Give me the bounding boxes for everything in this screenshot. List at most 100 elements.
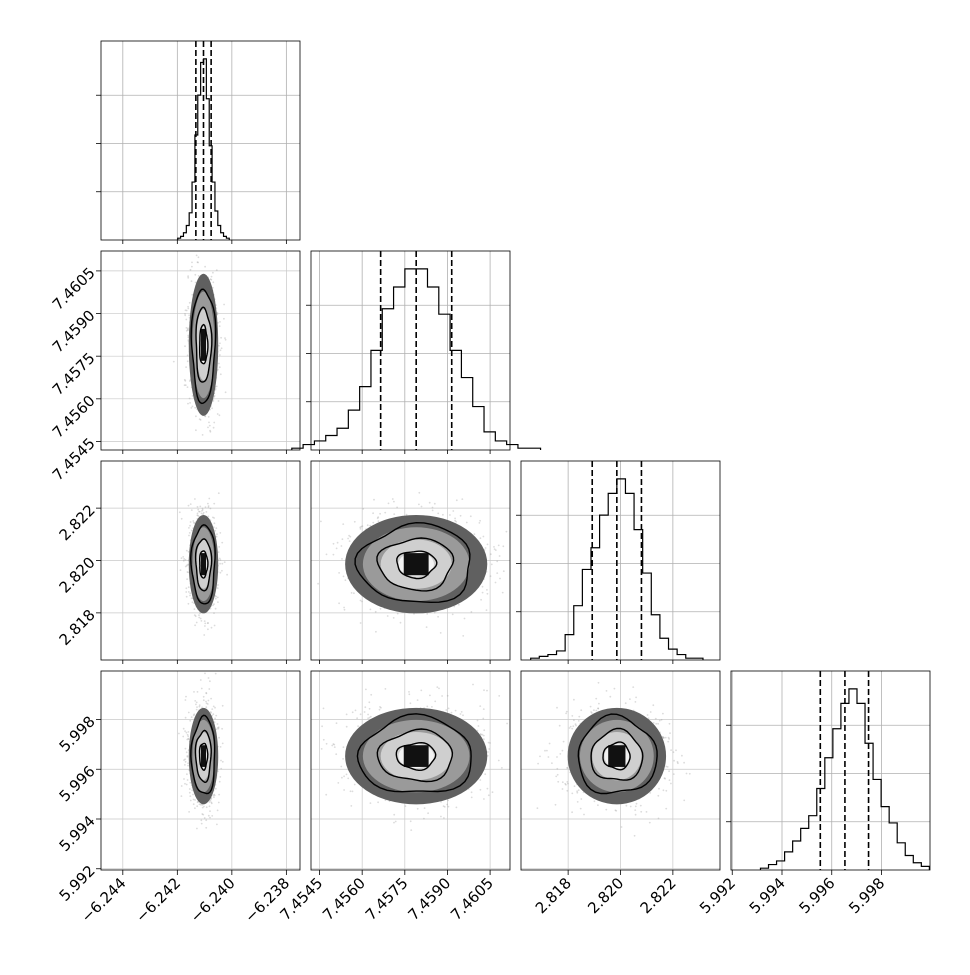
sample-point (191, 293, 194, 296)
contour-line (354, 521, 471, 604)
sample-point (613, 687, 616, 690)
sample-point (190, 407, 193, 409)
contour-line (198, 742, 209, 771)
y-tick-label: 7.4575 (49, 349, 99, 399)
sample-point (212, 516, 214, 519)
sample-point (615, 809, 618, 812)
sample-point (453, 605, 456, 608)
sample-point (635, 802, 638, 805)
contour-line (199, 550, 209, 579)
sample-point (184, 565, 187, 568)
sample-point (384, 511, 387, 514)
x-tick-label: −6.240 (187, 874, 239, 926)
sample-point (186, 354, 189, 357)
sample-point (197, 275, 200, 277)
sample-point (216, 809, 219, 812)
sample-point (497, 759, 500, 762)
sample-point (654, 717, 657, 720)
sample-point (377, 520, 380, 523)
x-tick-label: 5.996 (795, 874, 838, 917)
sample-point (668, 779, 671, 781)
y-tick-label: 7.4590 (49, 306, 99, 356)
sample-point (185, 549, 188, 552)
sample-point (217, 727, 220, 730)
sample-point (480, 733, 482, 736)
sample-point (369, 802, 372, 804)
sample-point (184, 760, 187, 763)
sample-point (217, 801, 220, 804)
sample-point (188, 791, 191, 794)
sample-point (205, 702, 208, 705)
sample-point (353, 592, 355, 595)
sample-point (566, 767, 568, 769)
sample-point (576, 790, 578, 793)
sample-point (667, 736, 670, 739)
sample-point (595, 709, 598, 712)
sample-point (536, 807, 539, 810)
sample-point (481, 591, 484, 594)
sample-point (185, 751, 188, 754)
sample-point (369, 608, 372, 611)
sample-point (461, 498, 464, 500)
sample-point (349, 790, 352, 793)
sample-point (195, 703, 197, 706)
sample-point (200, 512, 203, 515)
sample-point (215, 595, 218, 598)
sample-point (361, 525, 364, 528)
sample-point (217, 492, 220, 495)
sample-point (188, 301, 191, 304)
sample-point (218, 362, 220, 365)
sample-point (189, 799, 192, 802)
sample-point (337, 782, 340, 784)
contour-line (194, 729, 212, 784)
sample-point (200, 803, 202, 806)
sample-point (214, 672, 217, 675)
sample-point (212, 713, 215, 716)
sample-point (221, 727, 224, 730)
sample-point (572, 725, 575, 728)
sample-point (450, 711, 453, 714)
histogram-panel-3 (516, 461, 720, 660)
sample-point (217, 584, 219, 586)
contour-line (190, 714, 216, 795)
sample-point (664, 736, 667, 739)
sample-point (192, 714, 195, 717)
sample-point (207, 622, 210, 624)
scatter-frame-2-4 (310, 670, 511, 871)
sample-point (182, 735, 185, 738)
sample-point (354, 709, 357, 712)
sample-point (193, 713, 196, 716)
sample-point (333, 743, 336, 746)
sample-point (203, 634, 206, 636)
sample-point (219, 562, 222, 565)
sample-point (350, 805, 353, 807)
sample-point (325, 742, 328, 745)
sample-point (480, 598, 482, 601)
sample-point (332, 542, 335, 545)
sample-point (185, 595, 188, 598)
sample-point (186, 755, 189, 758)
sample-point (220, 759, 222, 762)
sample-point (196, 827, 198, 830)
sample-point (666, 766, 669, 768)
sample-point (198, 510, 200, 513)
sample-point (345, 773, 348, 776)
sample-point (188, 314, 191, 317)
sample-point (192, 521, 195, 524)
sample-point (188, 532, 191, 534)
sample-point (213, 517, 216, 519)
sample-point (501, 591, 504, 594)
sample-point (340, 545, 343, 547)
density-peak (200, 328, 207, 361)
sample-point (583, 813, 585, 816)
sample-point (672, 773, 675, 775)
sample-point (184, 384, 187, 386)
scatter-panel-1-4 (101, 671, 300, 870)
sample-point (564, 782, 567, 785)
sample-point (191, 789, 194, 792)
sample-point (476, 719, 479, 722)
sample-point (420, 689, 423, 692)
sample-point (216, 368, 219, 371)
sample-point (189, 524, 191, 527)
sample-point (348, 534, 350, 537)
